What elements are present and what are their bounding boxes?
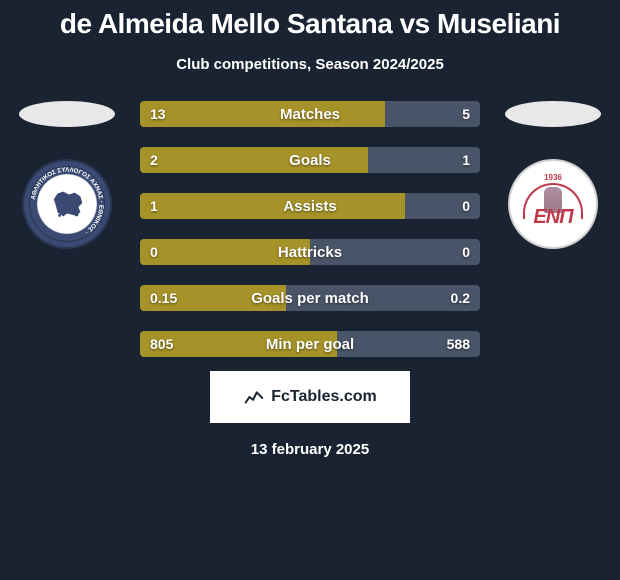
right-player-ellipse <box>505 101 601 127</box>
badge-ring-text-icon: ΑΘΛΗΤΙΚΟΣ ΣΥΛΛΟΓΟΣ ΑΧΝΑΣ · ΕΘΝΙΚΟΣ · <box>24 161 110 247</box>
comparison-infographic: de Almeida Mello Santana vs Museliani Cl… <box>0 0 620 458</box>
brand-footer: FcTables.com <box>210 371 410 423</box>
stat-right-value: 588 <box>447 331 470 357</box>
stat-right-value: 1 <box>462 147 470 173</box>
stat-left-value: 0.15 <box>150 285 177 311</box>
stat-right-value: 0 <box>462 239 470 265</box>
stat-left-value: 1 <box>150 193 158 219</box>
stat-bar-goals: 2 Goals 1 <box>140 147 480 173</box>
page-title: de Almeida Mello Santana vs Museliani <box>0 8 620 40</box>
stat-right-value: 0 <box>462 193 470 219</box>
right-player-col: 1936 ENΠ <box>498 101 608 249</box>
stat-right-value: 0.2 <box>451 285 470 311</box>
stat-left-value: 0 <box>150 239 158 265</box>
left-player-col: ΑΘΛΗΤΙΚΟΣ ΣΥΛΛΟΓΟΣ ΑΧΝΑΣ · ΕΘΝΙΚΟΣ · <box>12 101 122 249</box>
badge-year: 1936 <box>544 173 562 182</box>
stat-right-value: 5 <box>462 101 470 127</box>
stat-left-value: 805 <box>150 331 173 357</box>
subtitle: Club competitions, Season 2024/2025 <box>0 56 620 73</box>
svg-text:ΑΘΛΗΤΙΚΟΣ ΣΥΛΛΟΓΟΣ ΑΧΝΑΣ · ΕΘΝ: ΑΘΛΗΤΙΚΟΣ ΣΥΛΛΟΓΟΣ ΑΧΝΑΣ · ΕΘΝΙΚΟΣ · <box>30 166 105 235</box>
date-line: 13 february 2025 <box>0 441 620 458</box>
stat-bar-matches: 13 Matches 5 <box>140 101 480 127</box>
bar-left-fill <box>140 239 310 265</box>
main-row: ΑΘΛΗΤΙΚΟΣ ΣΥΛΛΟΓΟΣ ΑΧΝΑΣ · ΕΘΝΙΚΟΣ · 13 … <box>0 101 620 357</box>
stat-bar-hattricks: 0 Hattricks 0 <box>140 239 480 265</box>
left-player-ellipse <box>19 101 115 127</box>
badge-text: ENΠ <box>533 206 572 229</box>
bar-left-fill <box>140 101 385 127</box>
stat-bar-min-per-goal: 805 Min per goal 588 <box>140 331 480 357</box>
stat-bar-goals-per-match: 0.15 Goals per match 0.2 <box>140 285 480 311</box>
right-club-badge: 1936 ENΠ <box>508 159 598 249</box>
stat-left-value: 2 <box>150 147 158 173</box>
stat-left-value: 13 <box>150 101 166 127</box>
stats-column: 13 Matches 5 2 Goals 1 1 Assists 0 0 Hat… <box>140 101 480 357</box>
left-club-badge: ΑΘΛΗΤΙΚΟΣ ΣΥΛΛΟΓΟΣ ΑΧΝΑΣ · ΕΘΝΙΚΟΣ · <box>22 159 112 249</box>
brand-text: FcTables.com <box>271 388 377 406</box>
stat-bar-assists: 1 Assists 0 <box>140 193 480 219</box>
bar-left-fill <box>140 147 368 173</box>
bar-left-fill <box>140 193 405 219</box>
fctables-logo-icon <box>243 386 265 408</box>
